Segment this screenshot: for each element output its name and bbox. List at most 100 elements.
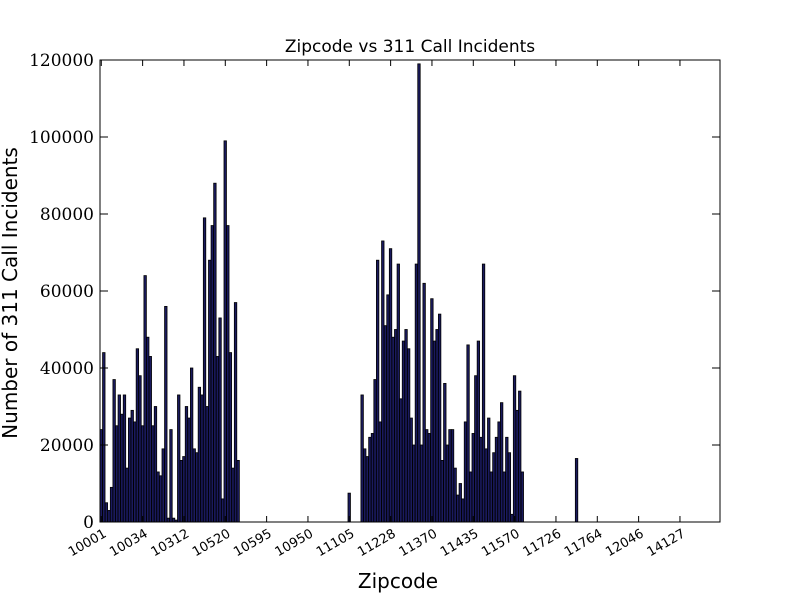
bar: [221, 498, 225, 523]
bar: [461, 498, 465, 523]
bar: [115, 425, 119, 523]
bar: [419, 444, 424, 523]
bar: [140, 425, 145, 523]
x-axis-label: Zipcode: [358, 569, 438, 593]
y-tick-label: 120000: [29, 51, 94, 71]
bar: [414, 263, 419, 523]
bar: [231, 467, 235, 523]
bar: [458, 483, 462, 523]
plot-frame: [99, 59, 721, 523]
bar: [138, 375, 142, 523]
y-tick-label: 0: [83, 513, 94, 533]
x-tick-label: 11570: [479, 526, 522, 560]
bar: [236, 459, 240, 523]
bar: [471, 433, 475, 523]
bar: [192, 448, 196, 523]
x-tick-label: 10034: [107, 526, 150, 560]
bar: [153, 406, 158, 523]
bar: [574, 458, 579, 523]
bar: [409, 417, 413, 523]
bar: [412, 444, 416, 523]
bar: [128, 417, 132, 523]
bar: [394, 329, 398, 523]
bar: [363, 448, 367, 523]
bar: [494, 436, 499, 523]
bar: [448, 429, 452, 523]
x-tick-label: 10595: [231, 526, 274, 560]
bar: [200, 394, 204, 523]
bar: [383, 325, 388, 523]
y-tick-label: 100000: [29, 128, 94, 148]
bar: [378, 421, 382, 523]
bar: [497, 421, 501, 523]
bar: [432, 340, 437, 523]
bar: [481, 263, 486, 523]
y-axis-label: Number of 311 Call Incidents: [0, 147, 22, 439]
bar: [205, 406, 209, 523]
bar: [479, 436, 483, 523]
bar: [226, 225, 230, 523]
bar: [505, 436, 509, 523]
chart-title: Zipcode vs 311 Call Incidents: [285, 37, 535, 57]
bar: [208, 259, 212, 523]
x-tick-label: 10520: [190, 526, 233, 560]
bar: [135, 348, 140, 523]
bar: [381, 240, 385, 523]
bar: [386, 294, 390, 523]
bar: [143, 275, 147, 523]
bar: [407, 348, 411, 523]
bar: [492, 452, 496, 523]
bar: [122, 394, 127, 523]
bar: [156, 471, 160, 523]
bar: [218, 317, 222, 523]
y-tick-label: 40000: [40, 359, 94, 379]
bar: [456, 494, 460, 523]
bar: [197, 386, 202, 523]
bar: [164, 305, 168, 523]
bar: [487, 417, 491, 523]
bar: [438, 313, 442, 523]
bar: [120, 413, 124, 523]
bar: [510, 513, 514, 523]
bar: [388, 248, 393, 523]
bar: [391, 336, 395, 523]
bar: [373, 379, 377, 523]
bar: [130, 409, 134, 523]
bar: [195, 452, 199, 523]
x-tick-label: 10312: [149, 526, 192, 560]
bar: [376, 259, 380, 523]
bar: [133, 421, 137, 523]
y-axis-ticks: 0 20000 40000 60000 80000 100000 120000: [29, 51, 720, 533]
x-tick-label: 11726: [521, 526, 564, 560]
bar: [445, 444, 450, 523]
bar: [489, 471, 493, 523]
bar: [360, 394, 364, 523]
bar: [187, 417, 191, 523]
bar: [159, 475, 163, 523]
bar: [401, 340, 406, 523]
bar: [507, 452, 512, 523]
bar: [112, 379, 116, 523]
bar: [425, 429, 429, 523]
bar: [151, 425, 155, 523]
bar: [518, 390, 522, 523]
x-tick-label: 11228: [355, 526, 398, 560]
bar: [474, 375, 478, 523]
bar: [422, 282, 426, 523]
bars-group: [99, 63, 579, 523]
bar: [223, 140, 227, 523]
bar: [169, 429, 173, 523]
bar: [109, 486, 114, 523]
bar: [512, 375, 517, 523]
bar: [202, 217, 207, 523]
bar: [396, 263, 400, 523]
bar: [417, 63, 421, 523]
bar: [443, 382, 447, 523]
x-tick-label: 10950: [273, 526, 316, 560]
bar: [466, 344, 470, 523]
bar: [500, 402, 504, 523]
bar: [469, 471, 473, 523]
bar: [430, 298, 434, 523]
bar: [210, 225, 214, 523]
x-tick-label: 12046: [603, 526, 646, 560]
